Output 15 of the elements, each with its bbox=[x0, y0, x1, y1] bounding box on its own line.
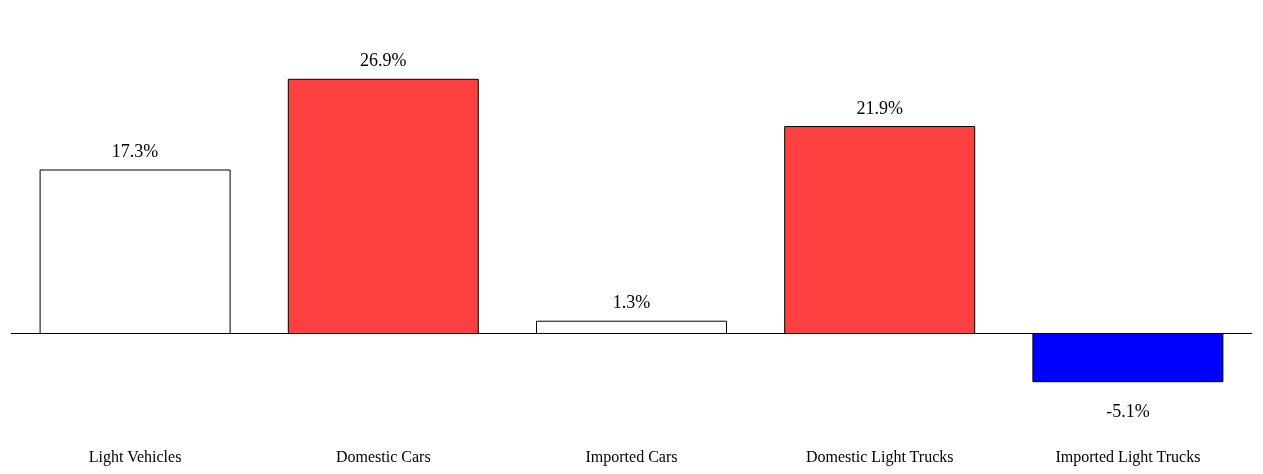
data-label: 17.3% bbox=[111, 141, 159, 162]
x-tick-label: Domestic Cars bbox=[335, 447, 431, 465]
x-tick-label: Imported Light Trucks bbox=[1055, 447, 1201, 466]
bar bbox=[1032, 333, 1224, 383]
data-label: 21.9% bbox=[856, 97, 903, 118]
bar bbox=[39, 169, 231, 334]
x-tick-label: Imported Cars bbox=[585, 447, 678, 466]
data-label: 26.9% bbox=[360, 50, 407, 71]
x-tick-label: Light Vehicles bbox=[88, 447, 182, 466]
data-label: -5.1% bbox=[1106, 400, 1150, 421]
bar bbox=[287, 78, 479, 334]
data-label: 1.3% bbox=[612, 292, 651, 313]
bar bbox=[784, 126, 976, 334]
bar bbox=[536, 320, 727, 334]
x-tick-label: Domestic Light Trucks bbox=[805, 447, 954, 466]
